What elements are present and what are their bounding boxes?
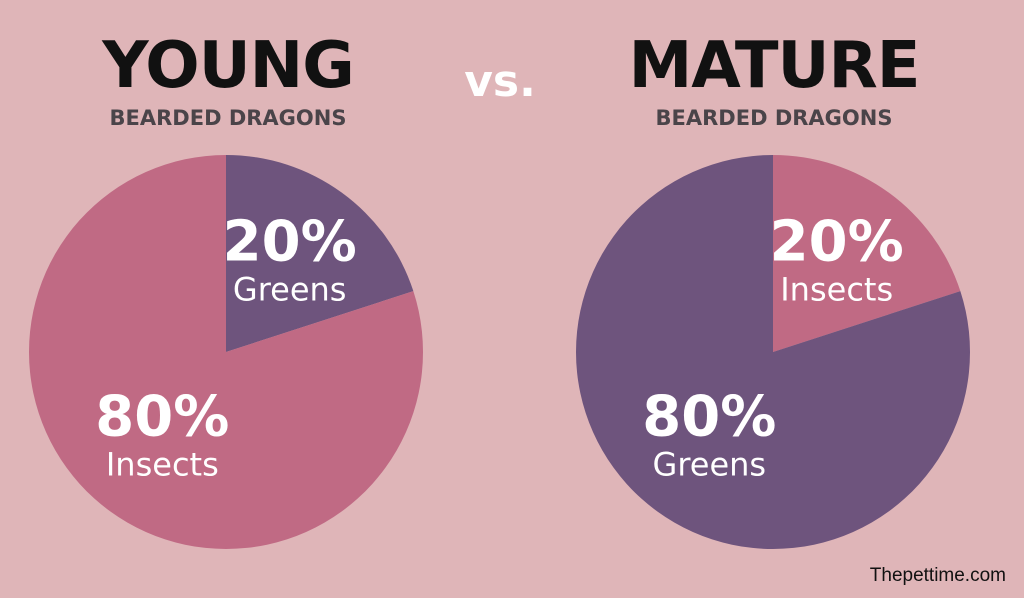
mature-slice-greens-percent: 80%	[642, 385, 776, 450]
source-credit: Thepettime.com	[869, 565, 1006, 586]
young-slice-greens	[226, 155, 414, 352]
mature-slice-insects	[773, 155, 961, 352]
young-subtitle: BEARDED DRAGONS	[109, 106, 347, 130]
young-title: YOUNG	[102, 29, 355, 103]
mature-title: MATURE	[628, 29, 921, 103]
mature-subtitle: BEARDED DRAGONS	[655, 106, 893, 130]
mature-slice-greens-label: Greens	[653, 446, 767, 484]
mature-slice-greens	[576, 155, 971, 549]
mature-slice-insects-percent: 20%	[770, 209, 904, 274]
young-slice-greens-percent: 20%	[223, 209, 357, 274]
mature-slice-insects-label: Insects	[780, 270, 893, 308]
young-slice-insects-percent: 80%	[95, 385, 229, 450]
young-slice-greens-label: Greens	[233, 270, 347, 308]
young-slice-insects	[28, 155, 423, 549]
young-slice-insects-label: Insects	[106, 446, 219, 484]
vs-label: vs.	[464, 56, 536, 107]
